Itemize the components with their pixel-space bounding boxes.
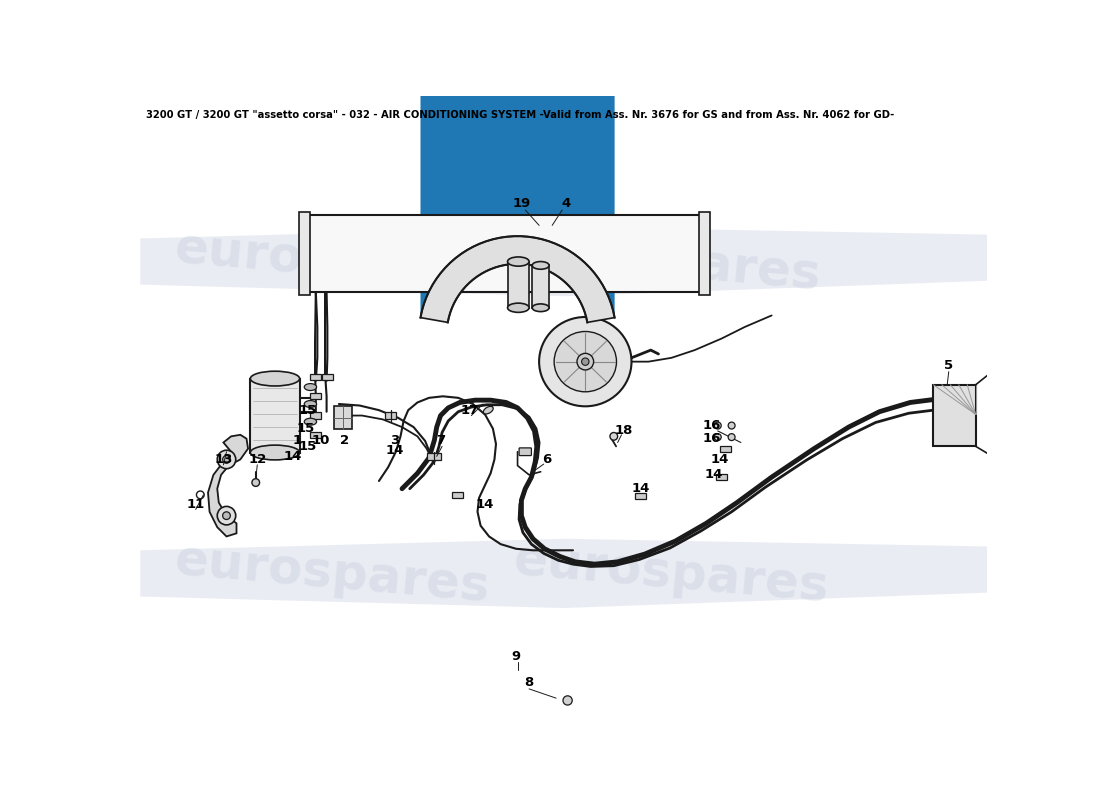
Bar [333,406,352,430]
Ellipse shape [532,304,549,312]
Text: 16: 16 [703,432,720,445]
Bar [636,494,646,499]
Bar [251,378,299,453]
Bar [310,413,321,418]
Bar [385,413,396,418]
Text: 14: 14 [705,468,723,482]
Polygon shape [141,538,988,608]
Text: 13: 13 [214,453,232,466]
Bar [310,394,321,399]
Text: 10: 10 [312,434,330,447]
Text: 6: 6 [542,453,551,466]
Text: 1: 1 [293,434,301,447]
Ellipse shape [554,331,616,392]
Bar [299,212,310,295]
Bar [310,432,321,438]
Ellipse shape [507,303,529,312]
Circle shape [563,696,572,705]
Circle shape [252,478,260,486]
Text: 15: 15 [297,422,315,435]
Circle shape [714,422,722,429]
Ellipse shape [507,257,529,266]
Circle shape [728,434,735,441]
Circle shape [218,450,235,469]
Text: 16: 16 [703,419,720,432]
Text: 19: 19 [513,198,530,210]
Bar [308,215,701,292]
Text: 14: 14 [385,444,404,457]
Bar [452,492,463,498]
Text: 8: 8 [525,676,533,690]
Text: 18: 18 [615,425,632,438]
Ellipse shape [305,383,317,390]
Text: 2: 2 [340,434,349,447]
Bar [933,385,976,446]
Ellipse shape [539,317,631,406]
Text: 15: 15 [299,440,317,453]
Polygon shape [420,236,615,322]
Bar [720,446,730,452]
Bar [428,453,441,460]
Text: 14: 14 [711,453,728,466]
Text: 14: 14 [476,498,494,510]
Bar [310,374,321,380]
Circle shape [609,433,618,440]
Bar [532,266,549,308]
Text: eurospares: eurospares [173,224,493,299]
Bar [700,212,711,295]
Text: eurospares: eurospares [512,536,832,611]
Text: 14: 14 [284,450,301,463]
Circle shape [714,434,722,441]
Circle shape [582,358,588,366]
Text: 5: 5 [944,359,954,372]
Bar [322,374,332,380]
Text: 7: 7 [436,434,446,447]
Ellipse shape [251,371,299,386]
Text: 4: 4 [561,198,571,210]
Bar [716,474,727,480]
Polygon shape [208,435,249,537]
Text: 3200 GT / 3200 GT "assetto corsa" - 032 - AIR CONDITIONING SYSTEM -Valid from As: 3200 GT / 3200 GT "assetto corsa" - 032 … [146,110,894,120]
Ellipse shape [483,406,493,414]
Circle shape [197,491,205,498]
Ellipse shape [251,445,299,460]
Circle shape [218,506,235,525]
Bar [507,262,529,308]
Ellipse shape [532,262,549,270]
Ellipse shape [305,401,317,407]
Text: 11: 11 [187,498,205,510]
Circle shape [222,455,230,463]
Circle shape [578,354,594,370]
Text: 9: 9 [512,650,520,663]
Text: eurospares: eurospares [173,536,493,611]
Text: 14: 14 [631,482,650,495]
Circle shape [222,512,230,519]
Text: eurospares: eurospares [504,224,824,299]
FancyBboxPatch shape [519,448,531,455]
Ellipse shape [305,418,317,425]
Text: 17: 17 [461,404,478,417]
Text: 12: 12 [249,453,266,466]
Text: 15: 15 [299,404,317,417]
Polygon shape [141,227,988,296]
Text: 3: 3 [389,434,399,447]
Circle shape [728,422,735,429]
